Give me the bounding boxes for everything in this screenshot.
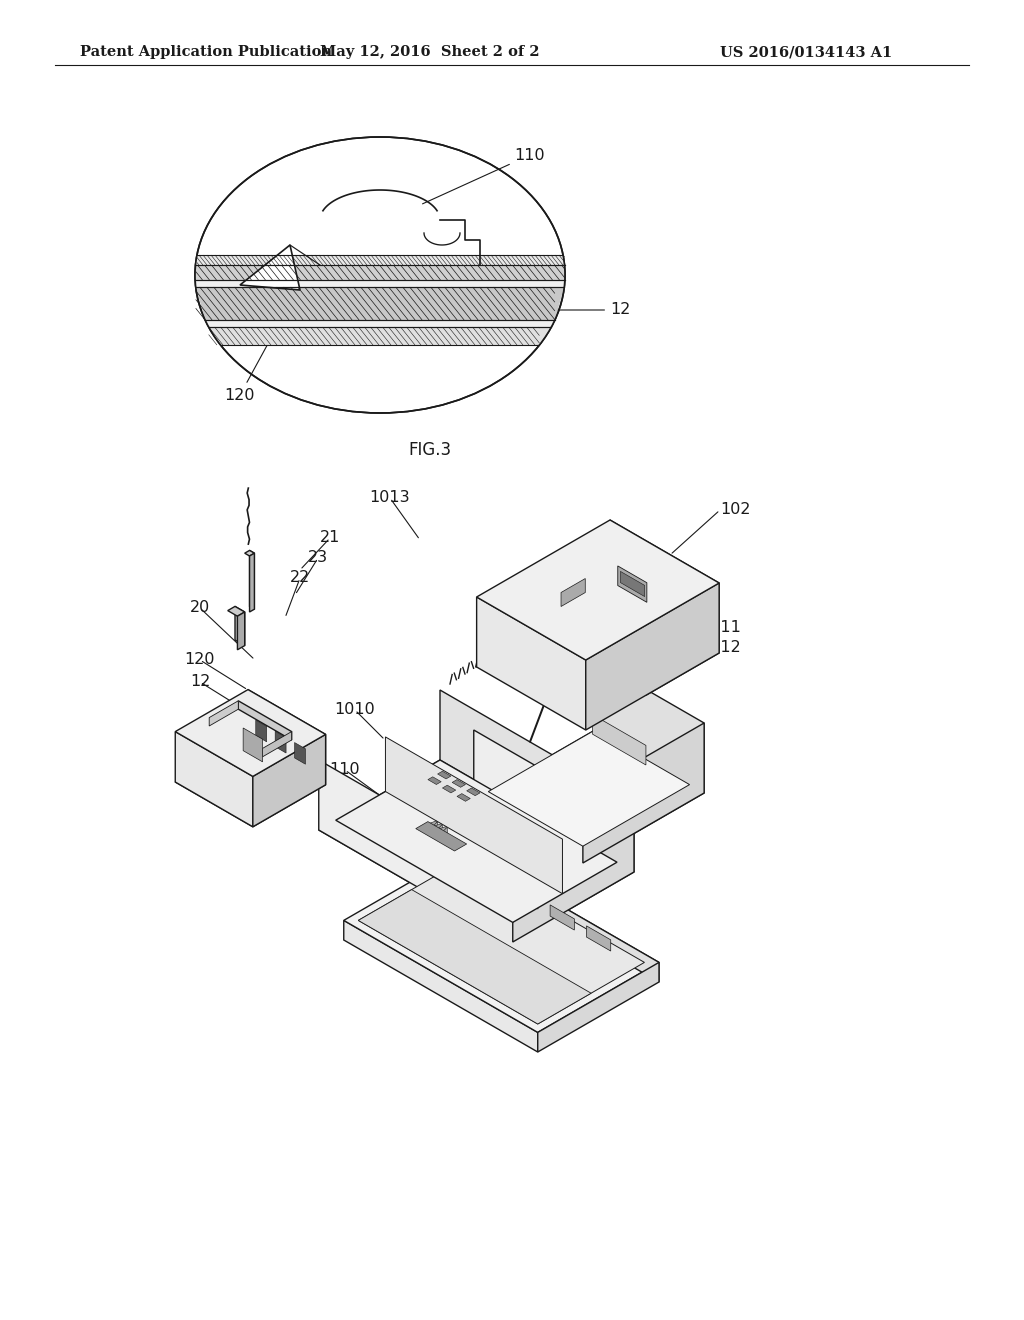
Polygon shape xyxy=(250,550,254,610)
Polygon shape xyxy=(476,597,586,730)
Text: 1010: 1010 xyxy=(335,702,376,718)
Text: May 12, 2016  Sheet 2 of 2: May 12, 2016 Sheet 2 of 2 xyxy=(321,45,540,59)
Text: 20: 20 xyxy=(189,601,210,615)
Polygon shape xyxy=(477,863,502,888)
Polygon shape xyxy=(457,793,470,801)
Text: 12: 12 xyxy=(189,675,210,689)
Text: 1012: 1012 xyxy=(700,640,740,656)
Polygon shape xyxy=(318,760,634,942)
Polygon shape xyxy=(209,701,239,726)
Polygon shape xyxy=(416,821,467,851)
Text: 23: 23 xyxy=(308,550,328,565)
Polygon shape xyxy=(243,727,262,762)
Polygon shape xyxy=(262,731,292,756)
Polygon shape xyxy=(514,884,538,909)
Polygon shape xyxy=(234,606,245,645)
Polygon shape xyxy=(437,771,451,779)
Polygon shape xyxy=(453,780,466,787)
Text: 120: 120 xyxy=(224,342,268,403)
Polygon shape xyxy=(430,821,436,832)
Polygon shape xyxy=(256,721,266,742)
Polygon shape xyxy=(428,776,441,784)
Polygon shape xyxy=(205,319,555,327)
Text: 11: 11 xyxy=(435,854,456,870)
Polygon shape xyxy=(621,572,645,597)
Polygon shape xyxy=(440,826,446,837)
Polygon shape xyxy=(586,583,719,730)
Polygon shape xyxy=(318,760,513,942)
Ellipse shape xyxy=(195,137,565,413)
Polygon shape xyxy=(550,906,574,931)
Polygon shape xyxy=(474,730,583,863)
Polygon shape xyxy=(617,566,647,602)
Polygon shape xyxy=(248,689,326,785)
Text: 1013: 1013 xyxy=(370,491,411,506)
Polygon shape xyxy=(275,731,286,752)
Polygon shape xyxy=(476,520,719,660)
Polygon shape xyxy=(196,286,564,319)
Polygon shape xyxy=(253,734,326,826)
Polygon shape xyxy=(435,824,441,834)
Text: 1011: 1011 xyxy=(700,619,741,635)
Text: 22: 22 xyxy=(290,570,310,586)
Polygon shape xyxy=(443,828,447,840)
Text: 102: 102 xyxy=(720,503,751,517)
Polygon shape xyxy=(336,760,617,923)
Text: FIG.3: FIG.3 xyxy=(409,441,452,459)
Polygon shape xyxy=(250,553,254,612)
Polygon shape xyxy=(358,859,644,1024)
Text: Patent Application Publication: Patent Application Publication xyxy=(80,45,332,59)
Text: FIG.4: FIG.4 xyxy=(409,950,452,969)
Text: 120: 120 xyxy=(184,652,215,668)
Polygon shape xyxy=(476,590,719,696)
Polygon shape xyxy=(344,850,659,1032)
Polygon shape xyxy=(238,612,245,649)
Polygon shape xyxy=(593,714,646,766)
Polygon shape xyxy=(227,606,245,616)
Polygon shape xyxy=(344,920,538,1052)
Polygon shape xyxy=(240,246,300,290)
Polygon shape xyxy=(587,925,610,950)
Polygon shape xyxy=(175,741,326,826)
Polygon shape xyxy=(209,327,551,345)
Polygon shape xyxy=(245,550,254,556)
Polygon shape xyxy=(474,730,705,863)
Polygon shape xyxy=(196,280,565,286)
Polygon shape xyxy=(434,821,437,833)
Polygon shape xyxy=(440,690,634,873)
Polygon shape xyxy=(488,730,689,846)
Polygon shape xyxy=(595,660,705,793)
Polygon shape xyxy=(583,723,705,863)
Polygon shape xyxy=(538,962,659,1052)
Text: 100: 100 xyxy=(640,582,671,598)
Polygon shape xyxy=(358,890,591,1024)
Polygon shape xyxy=(175,689,326,776)
Polygon shape xyxy=(439,825,442,837)
Polygon shape xyxy=(239,701,292,741)
Polygon shape xyxy=(196,265,565,280)
Polygon shape xyxy=(610,520,719,653)
Text: US 2016/0134143 A1: US 2016/0134143 A1 xyxy=(720,45,892,59)
Text: 12: 12 xyxy=(482,302,631,318)
Polygon shape xyxy=(513,803,634,942)
Text: 110: 110 xyxy=(330,763,360,777)
Polygon shape xyxy=(467,788,480,796)
Text: 21: 21 xyxy=(319,531,340,545)
Polygon shape xyxy=(196,255,564,265)
Polygon shape xyxy=(561,578,586,606)
Polygon shape xyxy=(295,743,305,764)
Polygon shape xyxy=(385,737,562,894)
Polygon shape xyxy=(465,850,659,982)
Polygon shape xyxy=(442,785,456,793)
Text: 110: 110 xyxy=(423,148,546,203)
Polygon shape xyxy=(175,731,253,826)
